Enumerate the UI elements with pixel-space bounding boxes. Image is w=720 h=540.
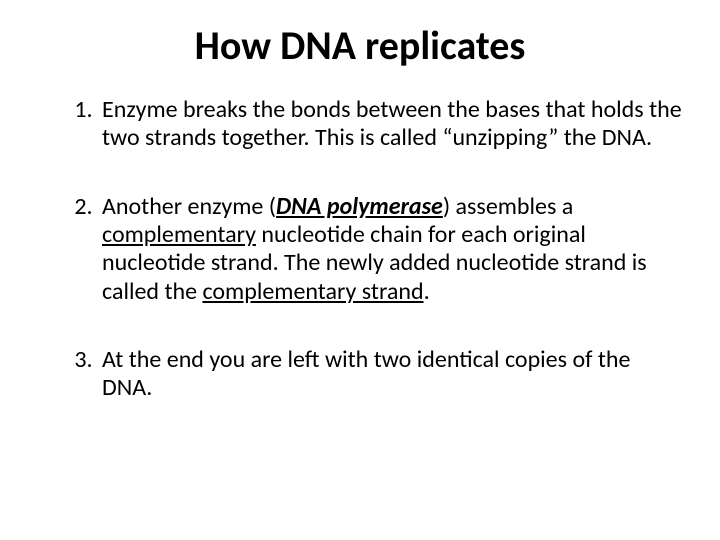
step-3-text: At the end you are left with two identic… [102, 345, 630, 402]
step-2-text-a: Another enzyme ( [102, 192, 276, 221]
step-2-complementary: complementary [102, 220, 256, 249]
step-1: Enzyme breaks the bonds between the base… [98, 96, 684, 153]
step-2-polymerase: DNA polymerase [276, 192, 443, 221]
step-2-text-b: ) assembles a [443, 192, 573, 221]
step-3: At the end you are left with two identic… [98, 346, 684, 403]
steps-list: Enzyme breaks the bonds between the base… [36, 96, 684, 403]
slide: How DNA replicates Enzyme breaks the bon… [0, 0, 720, 540]
step-2-text-d: . [424, 277, 430, 306]
slide-title: How DNA replicates [36, 24, 684, 68]
step-2: Another enzyme (DNA polymerase) assemble… [98, 193, 684, 306]
step-2-complementary-strand: complementary strand [202, 277, 423, 306]
step-1-text: Enzyme breaks the bonds between the base… [102, 95, 682, 152]
